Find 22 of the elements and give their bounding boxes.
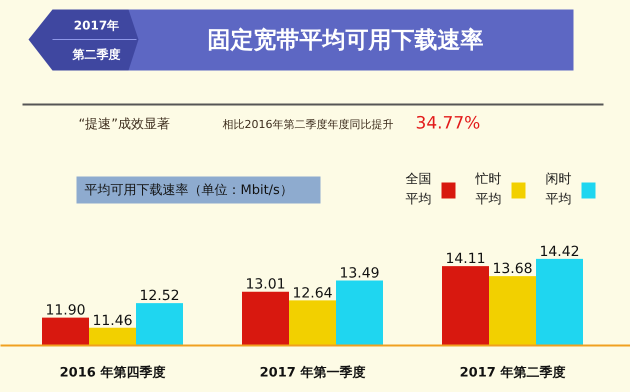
data-label: 12.64 — [292, 285, 333, 302]
text: 第二季度 — [72, 48, 120, 62]
data-label: 13.01 — [245, 276, 286, 293]
data-label: 13.49 — [339, 266, 380, 282]
text: 2017年 — [74, 18, 120, 32]
x-tick-label: 2017 年第一季度 — [260, 364, 366, 380]
data-label: 14.42 — [539, 244, 580, 260]
x-tick-label: 2016 年第四季度 — [60, 364, 166, 380]
data-label: 12.52 — [139, 288, 180, 304]
chart-title: 固定宽带平均可用下载速率 — [208, 26, 484, 54]
y-axis-title: 平均可用下载速率（单位：Mbit/s） — [84, 182, 293, 198]
legend-label: 闲时平均 — [546, 172, 572, 207]
text: 相比2016年第二季度年度同比提升 — [222, 118, 394, 131]
data-label: 11.90 — [45, 302, 86, 319]
data-label: 14.11 — [445, 251, 486, 268]
data-label: 11.46 — [92, 312, 133, 329]
legend-label: 忙时平均 — [474, 172, 502, 207]
data-label: 13.68 — [492, 261, 533, 278]
x-tick-label: 2017 年第二季度 — [460, 364, 566, 380]
text: 34.77% — [416, 114, 480, 134]
chart-subtitle: “提速”成效显著 — [78, 117, 170, 132]
legend-label: 全国平均 — [406, 172, 432, 207]
